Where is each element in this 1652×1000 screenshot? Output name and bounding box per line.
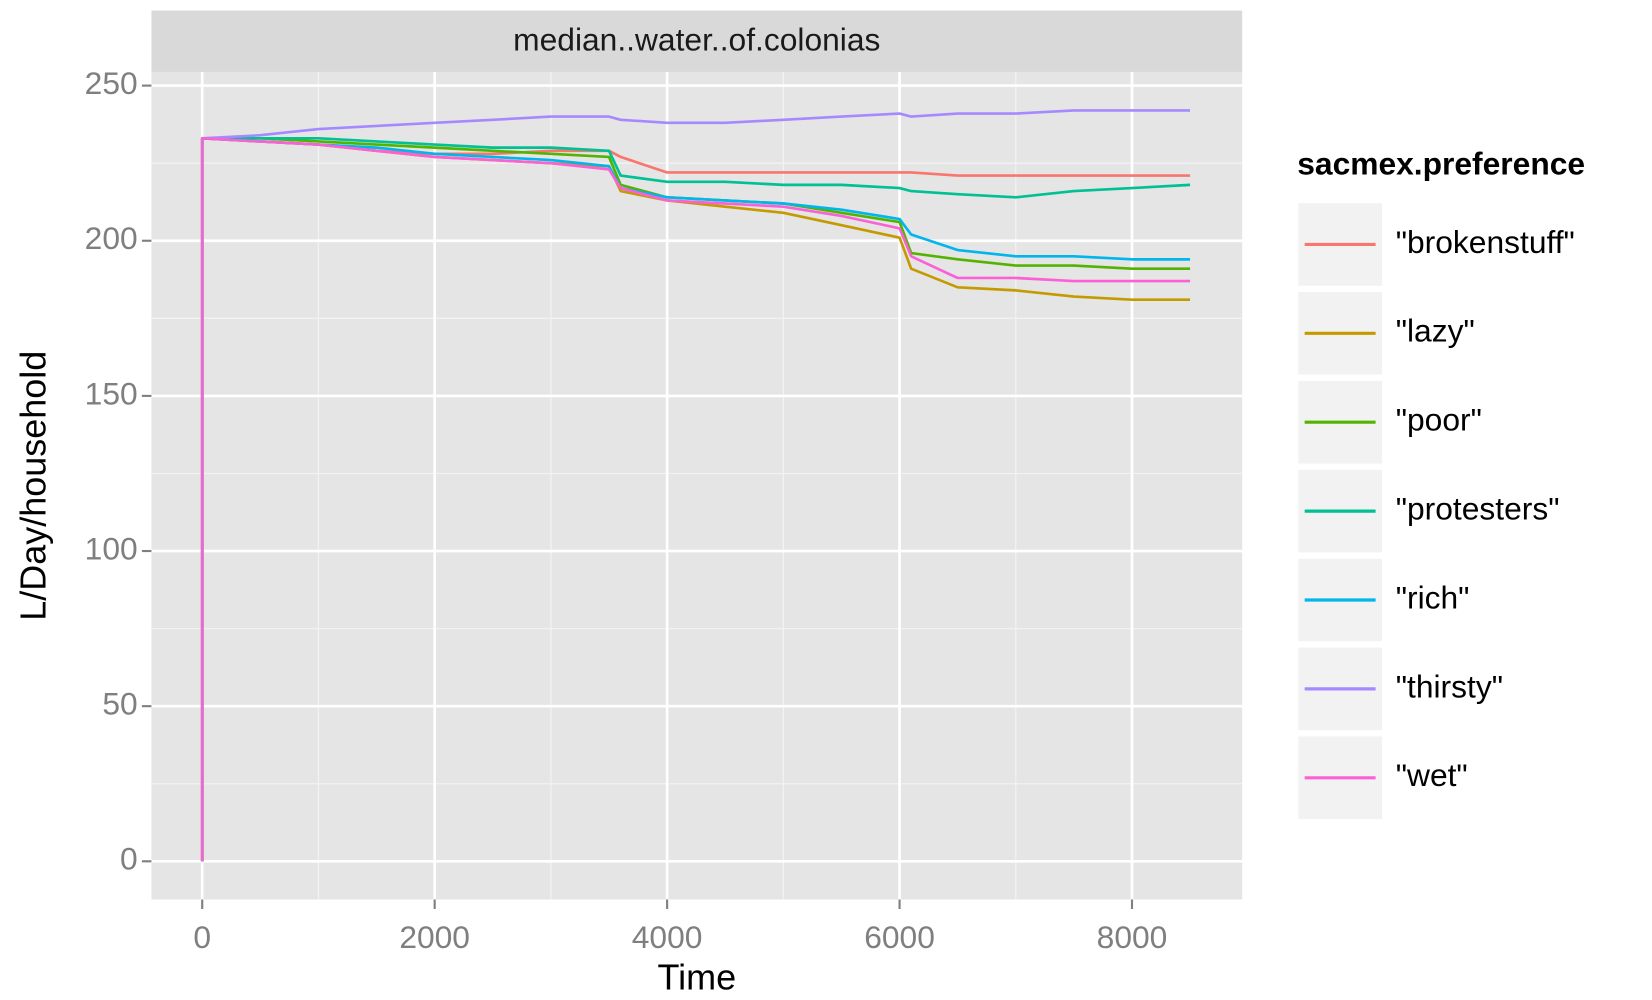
x-tick-label: 4000 — [632, 919, 703, 955]
legend-label: "lazy" — [1396, 313, 1475, 349]
y-tick-label: 0 — [120, 841, 138, 877]
series-line — [200, 109, 1191, 862]
y-tick-label: 150 — [85, 375, 138, 411]
legend-title: sacmex.preference — [1297, 146, 1585, 182]
y-tick-label: 50 — [102, 686, 137, 722]
series-line — [200, 136, 1191, 862]
y-tick-label: 250 — [85, 65, 138, 101]
series-line — [200, 136, 1191, 862]
x-tick-label: 0 — [193, 919, 211, 955]
legend-label: "protesters" — [1396, 491, 1560, 527]
x-tick-label: 2000 — [399, 919, 470, 955]
x-tick-label: 8000 — [1097, 919, 1168, 955]
y-tick-label: 200 — [85, 220, 138, 256]
x-axis-title: Time — [657, 956, 736, 997]
strip-label: median..water..of.colonias — [513, 22, 880, 58]
legend-label: "wet" — [1396, 757, 1468, 793]
x-tick-label: 6000 — [864, 919, 935, 955]
y-tick-label: 100 — [85, 530, 138, 566]
legend-label: "thirsty" — [1396, 668, 1503, 704]
legend-label: "rich" — [1396, 579, 1470, 615]
y-axis-title: L/Day/household — [12, 351, 53, 621]
strip-background — [151, 10, 1243, 72]
plot-panel — [151, 71, 1243, 900]
legend-label: "poor" — [1396, 402, 1482, 438]
legend-label: "brokenstuff" — [1396, 224, 1575, 260]
